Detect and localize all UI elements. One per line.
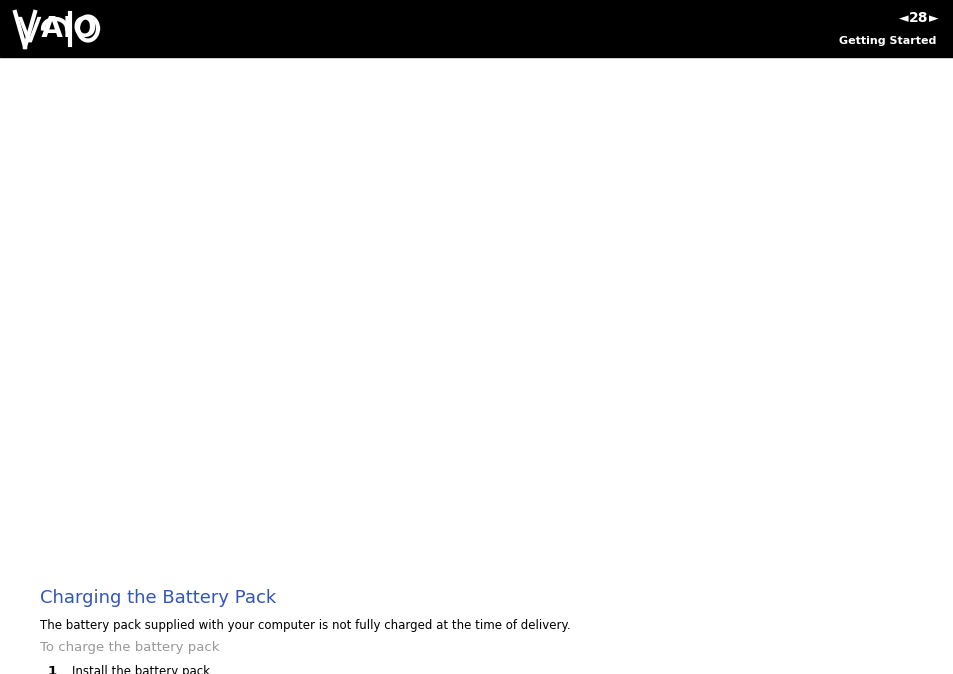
Text: To charge the battery pack: To charge the battery pack	[40, 641, 219, 654]
Text: 28: 28	[908, 11, 928, 25]
Text: Charging the Battery Pack: Charging the Battery Pack	[40, 589, 276, 607]
Text: The battery pack supplied with your computer is not fully charged at the time of: The battery pack supplied with your comp…	[40, 619, 570, 632]
Text: Install the battery pack.: Install the battery pack.	[71, 665, 213, 674]
Bar	[0, 0, 953, 57]
Text: Getting Started: Getting Started	[838, 36, 935, 46]
Text: 1: 1	[48, 665, 57, 674]
Text: ◄: ◄	[899, 11, 908, 25]
Text: ⋁AIO: ⋁AIO	[18, 15, 96, 42]
Text: ►: ►	[928, 11, 938, 25]
